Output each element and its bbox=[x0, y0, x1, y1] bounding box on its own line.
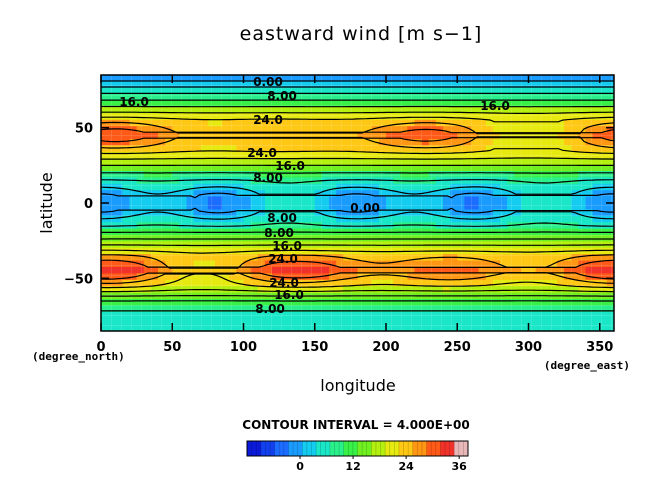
contour-line bbox=[101, 148, 614, 155]
contour-label: 8.00 bbox=[255, 302, 285, 316]
contour-line bbox=[101, 111, 614, 114]
colorbar-swatch bbox=[343, 441, 358, 456]
contour-line bbox=[101, 116, 614, 123]
contour-line bbox=[101, 244, 614, 247]
colorbar: 0 12 24 36 bbox=[246, 440, 469, 473]
colorbar-swatch bbox=[426, 441, 441, 456]
contour-line bbox=[101, 295, 614, 297]
colorbar-swatch bbox=[371, 441, 386, 456]
contour-line bbox=[101, 207, 614, 214]
y-axis: 50 0 −50 bbox=[64, 122, 614, 287]
contour-label: 8.00 bbox=[267, 211, 297, 225]
y-tick-label: 50 bbox=[75, 122, 93, 137]
y-tick-label: −50 bbox=[64, 272, 93, 287]
contour-label: 8.00 bbox=[264, 226, 294, 240]
contour-line bbox=[101, 121, 614, 135]
grid-overlay bbox=[101, 75, 614, 331]
x-tick-label: 150 bbox=[301, 340, 328, 355]
colorbar-swatch bbox=[302, 441, 317, 456]
contour-line bbox=[101, 272, 614, 280]
colorbar-tick-label: 24 bbox=[398, 460, 414, 473]
contour-label: 24.0 bbox=[269, 276, 299, 290]
contour-line bbox=[101, 136, 614, 149]
contour-label: 16.0 bbox=[272, 239, 302, 253]
colorbar-swatch bbox=[274, 441, 289, 456]
x-tick-label: 100 bbox=[230, 340, 257, 355]
contour-line bbox=[101, 179, 614, 184]
contour-line bbox=[101, 249, 614, 254]
colorbar-swatch bbox=[329, 441, 345, 456]
contour-label: 24.0 bbox=[268, 252, 298, 266]
contour-label: 0.00 bbox=[253, 75, 283, 89]
contour-line bbox=[101, 157, 614, 160]
colorbar-tick-label: 0 bbox=[296, 460, 304, 473]
colorbar-swatch bbox=[440, 441, 455, 456]
contour-label: 16.0 bbox=[275, 159, 305, 173]
colorbar-frame bbox=[246, 440, 469, 457]
contour-label: 16.0 bbox=[119, 95, 149, 109]
contour-label: 0.00 bbox=[350, 201, 380, 215]
colorbar-swatch bbox=[260, 441, 276, 456]
colorbar-swatch bbox=[288, 441, 303, 456]
contour-line bbox=[101, 222, 614, 227]
x-tick-label: 350 bbox=[586, 340, 613, 355]
contour-line bbox=[101, 128, 614, 134]
contour-lines bbox=[101, 80, 614, 312]
x-tick-label: 200 bbox=[372, 340, 399, 355]
colorbar-swatch bbox=[357, 441, 372, 456]
colorbar-tick-label: 12 bbox=[345, 460, 360, 473]
contour-line bbox=[101, 289, 614, 293]
contour-label: 24.0 bbox=[247, 146, 277, 160]
x-unit-label: (degree_east) bbox=[544, 359, 630, 372]
colorbar-swatch bbox=[454, 441, 469, 456]
contour-line bbox=[101, 137, 614, 143]
x-tick-label: 250 bbox=[444, 340, 471, 355]
plot-area bbox=[101, 75, 614, 331]
contour-line bbox=[101, 259, 614, 268]
x-axis: 0 50 100 150 200 250 300 350 bbox=[96, 75, 613, 355]
colorbar-swatch bbox=[398, 441, 414, 456]
contour-label: 8.00 bbox=[253, 171, 283, 185]
contour-line bbox=[101, 186, 614, 195]
contour-interval-text: CONTOUR INTERVAL = 4.000E+00 bbox=[242, 418, 469, 432]
contour-label: 16.0 bbox=[274, 288, 304, 302]
x-tick-label: 0 bbox=[96, 340, 105, 355]
colorbar-swatch bbox=[385, 441, 400, 456]
contour-label: 24.0 bbox=[253, 113, 283, 127]
colorbar-swatch bbox=[316, 441, 331, 456]
y-tick-label: 0 bbox=[84, 197, 93, 212]
y-axis-title: latitude bbox=[37, 172, 56, 233]
contour-line bbox=[101, 192, 614, 199]
contour-line bbox=[101, 272, 614, 289]
contour-label: 8.00 bbox=[267, 89, 297, 103]
x-axis-title: longitude bbox=[320, 376, 395, 395]
x-tick-label: 50 bbox=[163, 340, 181, 355]
x-tick-label: 300 bbox=[515, 340, 542, 355]
colorbar-swatch bbox=[247, 441, 262, 456]
chart-title: eastward wind [m s−1] bbox=[240, 23, 483, 45]
y-unit-label: (degree_north) bbox=[32, 350, 125, 363]
colorbar-tick-label: 36 bbox=[452, 460, 468, 473]
contour-label: 16.0 bbox=[480, 99, 510, 113]
colorbar-swatch bbox=[412, 441, 427, 456]
contour-line bbox=[101, 211, 614, 220]
